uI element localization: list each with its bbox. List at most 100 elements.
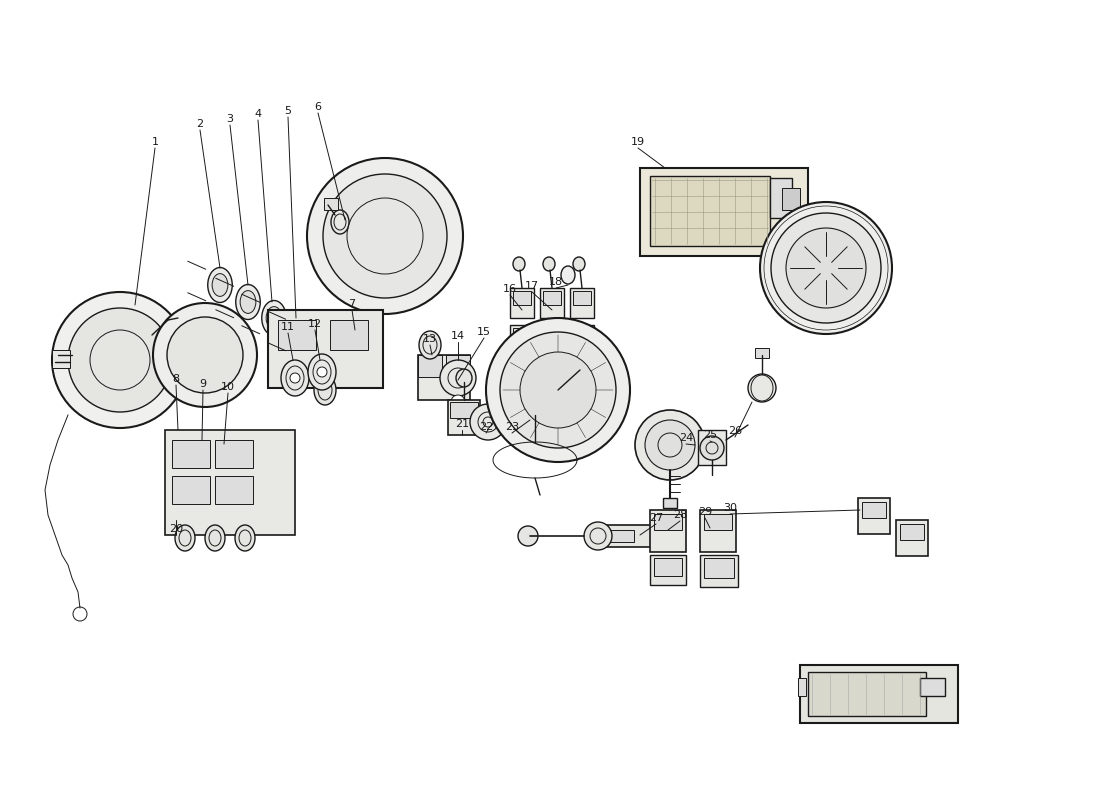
Text: 6: 6 (315, 102, 321, 112)
Text: 17: 17 (525, 281, 539, 291)
Text: 10: 10 (221, 382, 235, 392)
Text: 28: 28 (673, 510, 688, 520)
Text: 30: 30 (723, 503, 737, 513)
Ellipse shape (573, 257, 585, 271)
Circle shape (771, 213, 881, 323)
Text: 8: 8 (173, 374, 179, 384)
Circle shape (167, 317, 243, 393)
Circle shape (584, 522, 612, 550)
Text: 18: 18 (549, 277, 563, 287)
Circle shape (645, 420, 695, 470)
Bar (604, 530, 634, 542)
Bar (278, 320, 316, 350)
Bar (650, 510, 686, 552)
Circle shape (52, 292, 188, 428)
Bar (782, 188, 800, 210)
Text: 12: 12 (308, 319, 322, 329)
Circle shape (700, 436, 724, 460)
Circle shape (73, 607, 87, 621)
Text: 19: 19 (631, 137, 645, 147)
Ellipse shape (266, 306, 282, 330)
Text: 16: 16 (503, 284, 517, 294)
Text: 2: 2 (197, 119, 204, 129)
Bar (165, 430, 295, 535)
Bar (798, 678, 806, 696)
Circle shape (317, 367, 327, 377)
Circle shape (786, 228, 866, 308)
Bar (448, 400, 480, 435)
Ellipse shape (262, 301, 286, 335)
Circle shape (440, 360, 476, 396)
Bar (172, 440, 210, 468)
Bar (513, 291, 531, 305)
Bar (214, 476, 253, 504)
Bar (573, 328, 591, 342)
Ellipse shape (288, 318, 312, 353)
Bar (663, 498, 676, 508)
Text: 23: 23 (505, 422, 519, 432)
Circle shape (520, 352, 596, 428)
Text: 21: 21 (455, 419, 469, 429)
Circle shape (290, 373, 300, 383)
Text: 7: 7 (349, 299, 355, 309)
Bar (698, 430, 726, 465)
Ellipse shape (314, 375, 336, 405)
Bar (573, 291, 591, 305)
Bar (896, 520, 928, 556)
Bar (214, 440, 253, 468)
Bar (540, 288, 564, 318)
Bar (324, 198, 338, 210)
Circle shape (68, 308, 172, 412)
Circle shape (153, 303, 257, 407)
Text: 24: 24 (679, 433, 693, 443)
Ellipse shape (513, 257, 525, 271)
Circle shape (518, 526, 538, 546)
Ellipse shape (419, 331, 441, 359)
Bar (700, 510, 736, 552)
Ellipse shape (308, 354, 336, 390)
Bar (650, 555, 686, 585)
Bar (510, 325, 534, 353)
Bar (446, 355, 470, 377)
Bar (330, 320, 369, 350)
Bar (700, 555, 738, 587)
Bar (510, 288, 534, 318)
Bar (598, 525, 670, 547)
Ellipse shape (208, 267, 232, 302)
Ellipse shape (280, 360, 309, 396)
Bar (800, 665, 958, 723)
Text: 13: 13 (424, 334, 437, 344)
Ellipse shape (240, 290, 256, 314)
Text: 27: 27 (649, 513, 663, 523)
Text: 9: 9 (199, 379, 207, 389)
Circle shape (323, 174, 447, 298)
Text: 11: 11 (280, 322, 295, 332)
Bar (862, 502, 886, 518)
Text: 5: 5 (285, 106, 292, 116)
Bar (268, 310, 383, 388)
Circle shape (470, 404, 506, 440)
Bar (654, 514, 682, 530)
Ellipse shape (212, 274, 228, 296)
Bar (654, 558, 682, 576)
Text: 14: 14 (451, 331, 465, 341)
Circle shape (307, 158, 463, 314)
Bar (920, 678, 945, 696)
Bar (640, 168, 808, 256)
Bar (858, 498, 890, 534)
Bar (543, 328, 561, 342)
Bar (52, 350, 70, 368)
Circle shape (500, 332, 616, 448)
Bar (900, 524, 924, 540)
Text: 1: 1 (152, 137, 158, 147)
Text: 26: 26 (728, 426, 743, 436)
Bar (418, 355, 442, 377)
Bar (418, 355, 470, 400)
Bar (570, 325, 594, 353)
Text: 29: 29 (697, 507, 712, 517)
Text: 15: 15 (477, 327, 491, 337)
Ellipse shape (561, 266, 575, 284)
Bar (543, 291, 561, 305)
Ellipse shape (543, 257, 556, 271)
Ellipse shape (235, 525, 255, 551)
